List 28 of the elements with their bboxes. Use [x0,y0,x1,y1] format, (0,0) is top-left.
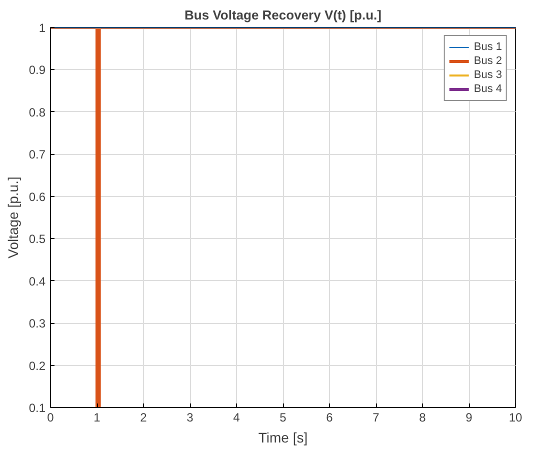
x-tick-label: 1 [94,410,101,424]
y-tick-label: 1 [38,21,46,35]
x-tick-label: 5 [280,410,287,424]
legend-label: Bus 1 [474,40,502,54]
chart-title: Bus Voltage Recovery V(t) [p.u.] [184,8,382,22]
legend-label: Bus 3 [474,68,502,82]
y-tick-label: 0.5 [28,232,46,246]
y-tick-label: 0.6 [28,190,46,204]
y-tick-label: 0.2 [28,358,46,373]
legend-label: Bus 4 [474,82,502,96]
legend-label: Bus 2 [474,54,502,68]
x-tick-label: 8 [419,410,426,424]
x-tick-label: 4 [233,410,240,424]
x-tick-label: 7 [372,410,380,424]
x-tick-label: 0 [47,410,54,424]
x-tick-label: 6 [326,410,334,424]
y-tick-label: 0.8 [28,105,46,120]
y-tick-label: 0.4 [28,274,46,288]
x-axis-title: Time [s] [258,430,308,446]
x-tick-label: 2 [140,410,148,424]
y-tick-label: 0.7 [28,148,46,162]
y-tick-label: 0.3 [28,316,46,331]
y-tick-label: 0.9 [28,63,46,78]
y-tick-label: 0.1 [28,401,46,415]
y-axis-title: Voltage [p.u.] [4,176,21,258]
x-tick-label: 9 [466,410,473,424]
x-tick-label: 10 [508,410,522,424]
x-tick-label: 3 [186,410,194,424]
